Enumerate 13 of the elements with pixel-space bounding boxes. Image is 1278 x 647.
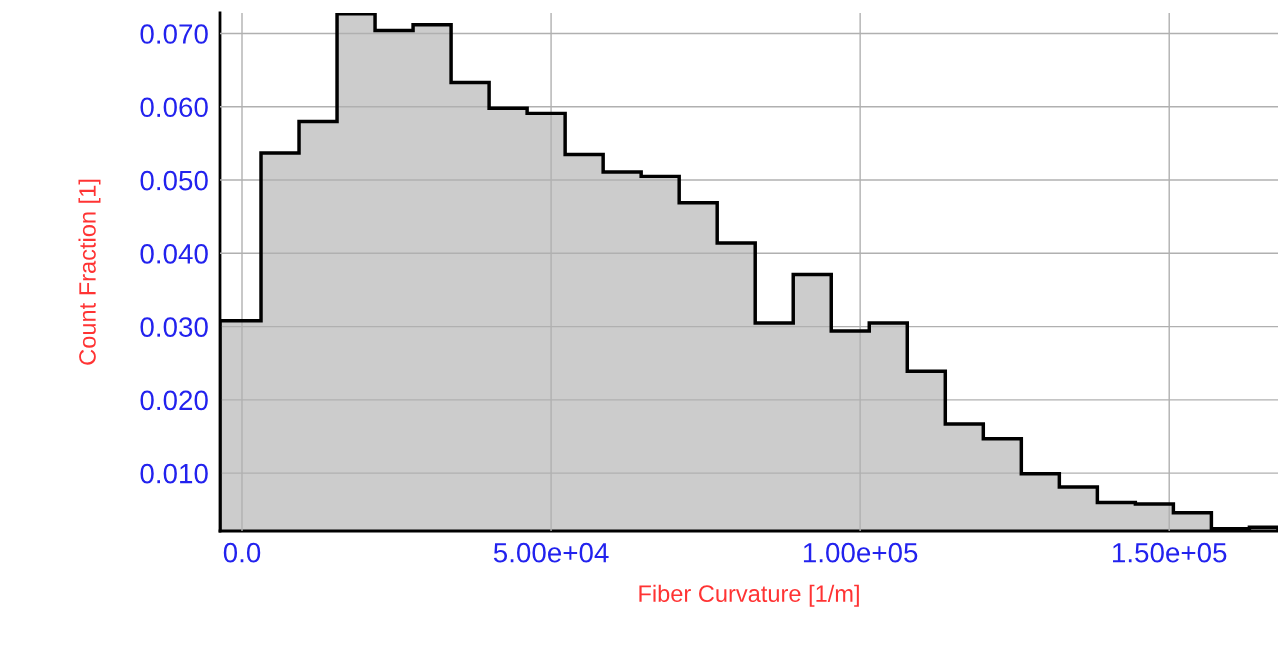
- x-tick-label: 1.50e+05: [1113, 542, 1227, 563]
- y-tick-label: 0.020: [140, 390, 208, 411]
- y-tick-label: 0.010: [140, 463, 208, 484]
- y-tick-label: 0.060: [140, 97, 208, 118]
- y-tick-label: 0.040: [140, 243, 208, 264]
- x-tick-label: 5.00e+04: [493, 542, 609, 563]
- y-tick-label: 0.050: [140, 170, 208, 191]
- x-tick-label: 1.00e+05: [803, 542, 918, 563]
- y-tick-label: 0.070: [140, 24, 208, 44]
- x-tick-label: 0.0: [223, 542, 261, 563]
- y-axis-title: Count Fraction [1]: [78, 179, 101, 365]
- y-tick-label: 0.030: [140, 317, 208, 337]
- x-axis-title: Fiber Curvature [1/m]: [639, 584, 859, 607]
